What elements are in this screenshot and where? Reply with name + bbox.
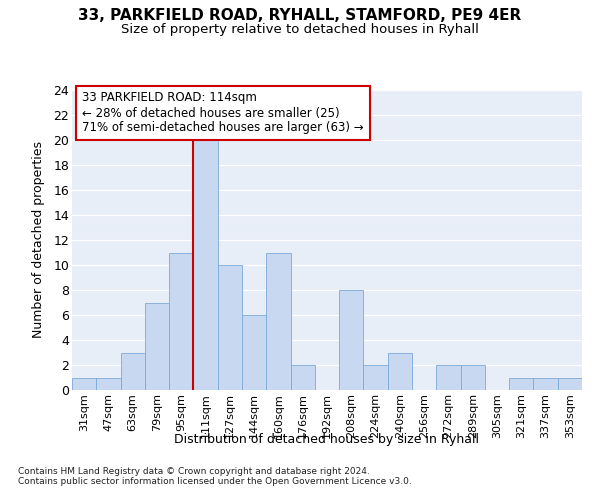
Bar [339,290,364,390]
Text: Contains HM Land Registry data © Crown copyright and database right 2024.: Contains HM Land Registry data © Crown c… [18,468,370,476]
Bar [364,365,388,390]
Bar [290,365,315,390]
Bar [218,265,242,390]
Text: 33 PARKFIELD ROAD: 114sqm
← 28% of detached houses are smaller (25)
71% of semi-: 33 PARKFIELD ROAD: 114sqm ← 28% of detac… [82,92,364,134]
Bar [533,378,558,390]
Bar [388,352,412,390]
Bar [169,252,193,390]
Text: 33, PARKFIELD ROAD, RYHALL, STAMFORD, PE9 4ER: 33, PARKFIELD ROAD, RYHALL, STAMFORD, PE… [79,8,521,22]
Y-axis label: Number of detached properties: Number of detached properties [32,142,45,338]
Bar [96,378,121,390]
Bar [242,315,266,390]
Bar [121,352,145,390]
Text: Size of property relative to detached houses in Ryhall: Size of property relative to detached ho… [121,22,479,36]
Bar [266,252,290,390]
Bar [558,378,582,390]
Bar [193,140,218,390]
Bar [145,302,169,390]
Bar [461,365,485,390]
Text: Contains public sector information licensed under the Open Government Licence v3: Contains public sector information licen… [18,478,412,486]
Bar [72,378,96,390]
Text: Distribution of detached houses by size in Ryhall: Distribution of detached houses by size … [175,432,479,446]
Bar [509,378,533,390]
Bar [436,365,461,390]
